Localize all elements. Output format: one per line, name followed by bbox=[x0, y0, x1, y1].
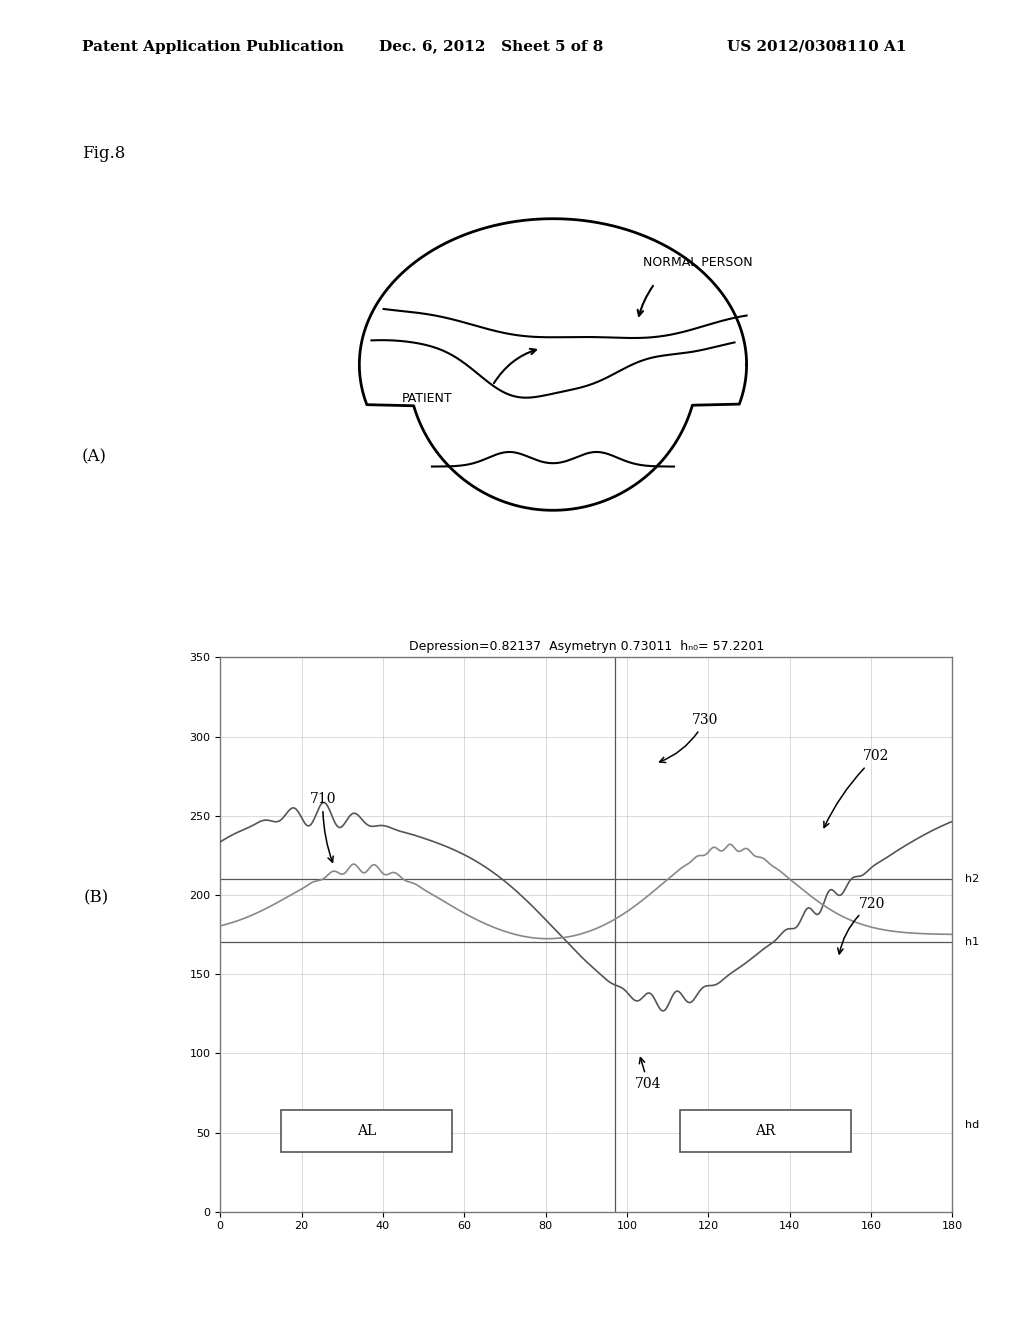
Text: h2: h2 bbox=[965, 874, 979, 884]
Text: h1: h1 bbox=[965, 937, 979, 948]
Text: (B): (B) bbox=[84, 890, 110, 906]
Text: 720: 720 bbox=[838, 896, 885, 954]
Bar bbox=[282, 1110, 452, 1151]
Text: 710: 710 bbox=[309, 792, 336, 862]
Text: 730: 730 bbox=[659, 713, 719, 763]
Text: (A): (A) bbox=[82, 449, 106, 466]
Text: AR: AR bbox=[755, 1123, 775, 1138]
Text: NORMAL PERSON: NORMAL PERSON bbox=[643, 256, 753, 269]
Text: PATIENT: PATIENT bbox=[401, 392, 453, 405]
Text: Patent Application Publication: Patent Application Publication bbox=[82, 40, 344, 54]
Text: Fig.8: Fig.8 bbox=[82, 145, 125, 162]
Text: 704: 704 bbox=[635, 1057, 662, 1092]
Text: hd: hd bbox=[965, 1119, 979, 1130]
Text: AL: AL bbox=[357, 1123, 376, 1138]
Text: 702: 702 bbox=[824, 750, 889, 828]
Title: Depression=0.82137  Asymetryn 0.73011  hₙ₀= 57.2201: Depression=0.82137 Asymetryn 0.73011 hₙ₀… bbox=[409, 640, 764, 653]
Text: US 2012/0308110 A1: US 2012/0308110 A1 bbox=[727, 40, 906, 54]
Bar bbox=[680, 1110, 851, 1151]
Text: Dec. 6, 2012   Sheet 5 of 8: Dec. 6, 2012 Sheet 5 of 8 bbox=[379, 40, 603, 54]
